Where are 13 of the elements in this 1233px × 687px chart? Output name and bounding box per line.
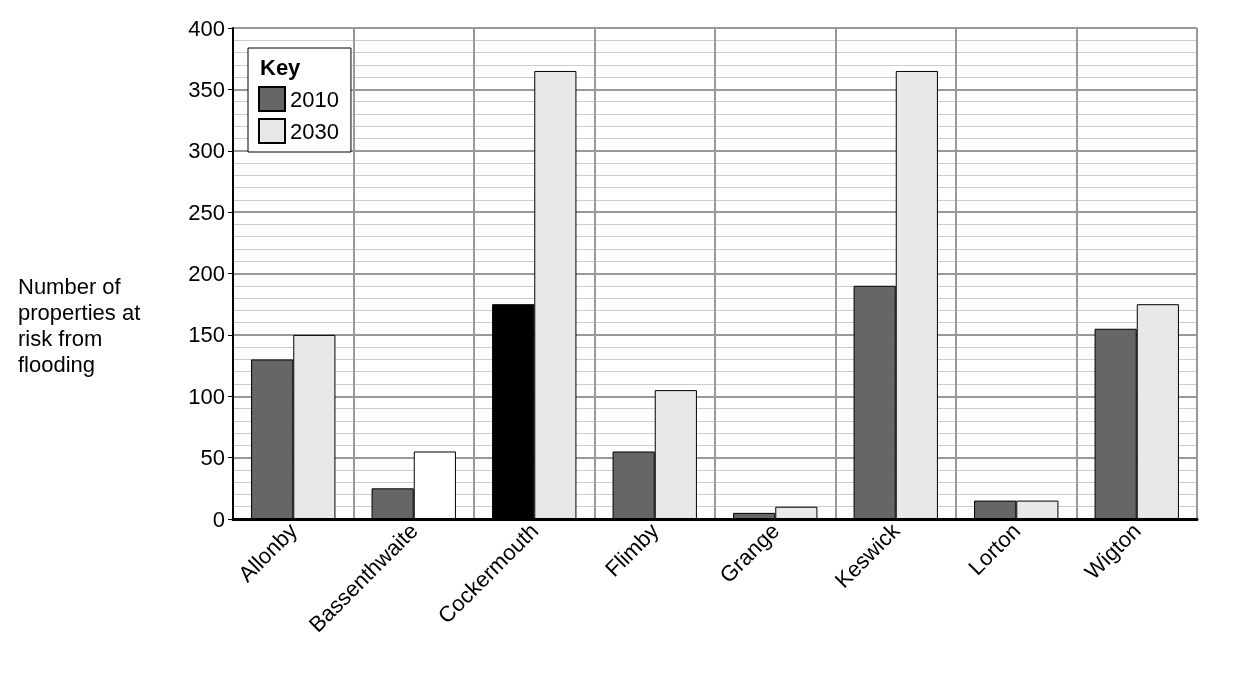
legend-title: Key (260, 54, 302, 80)
y-tick-label: 300 (188, 138, 225, 164)
y-tick-label: 200 (188, 261, 225, 286)
legend-label: 2010 (290, 86, 339, 112)
y-tick-label: 150 (188, 322, 225, 348)
y-tick-label: 350 (188, 76, 225, 102)
y-tick-label: 250 (188, 199, 225, 225)
y-tick-label: 100 (188, 383, 225, 409)
y-axis-title: Number of properties at risk from flooding (18, 273, 147, 377)
legend-label: 2030 (290, 118, 339, 144)
y-tick-label: 50 (200, 445, 225, 471)
y-tick-label: 0 (212, 506, 225, 532)
y-tick-label: 400 (188, 15, 225, 41)
